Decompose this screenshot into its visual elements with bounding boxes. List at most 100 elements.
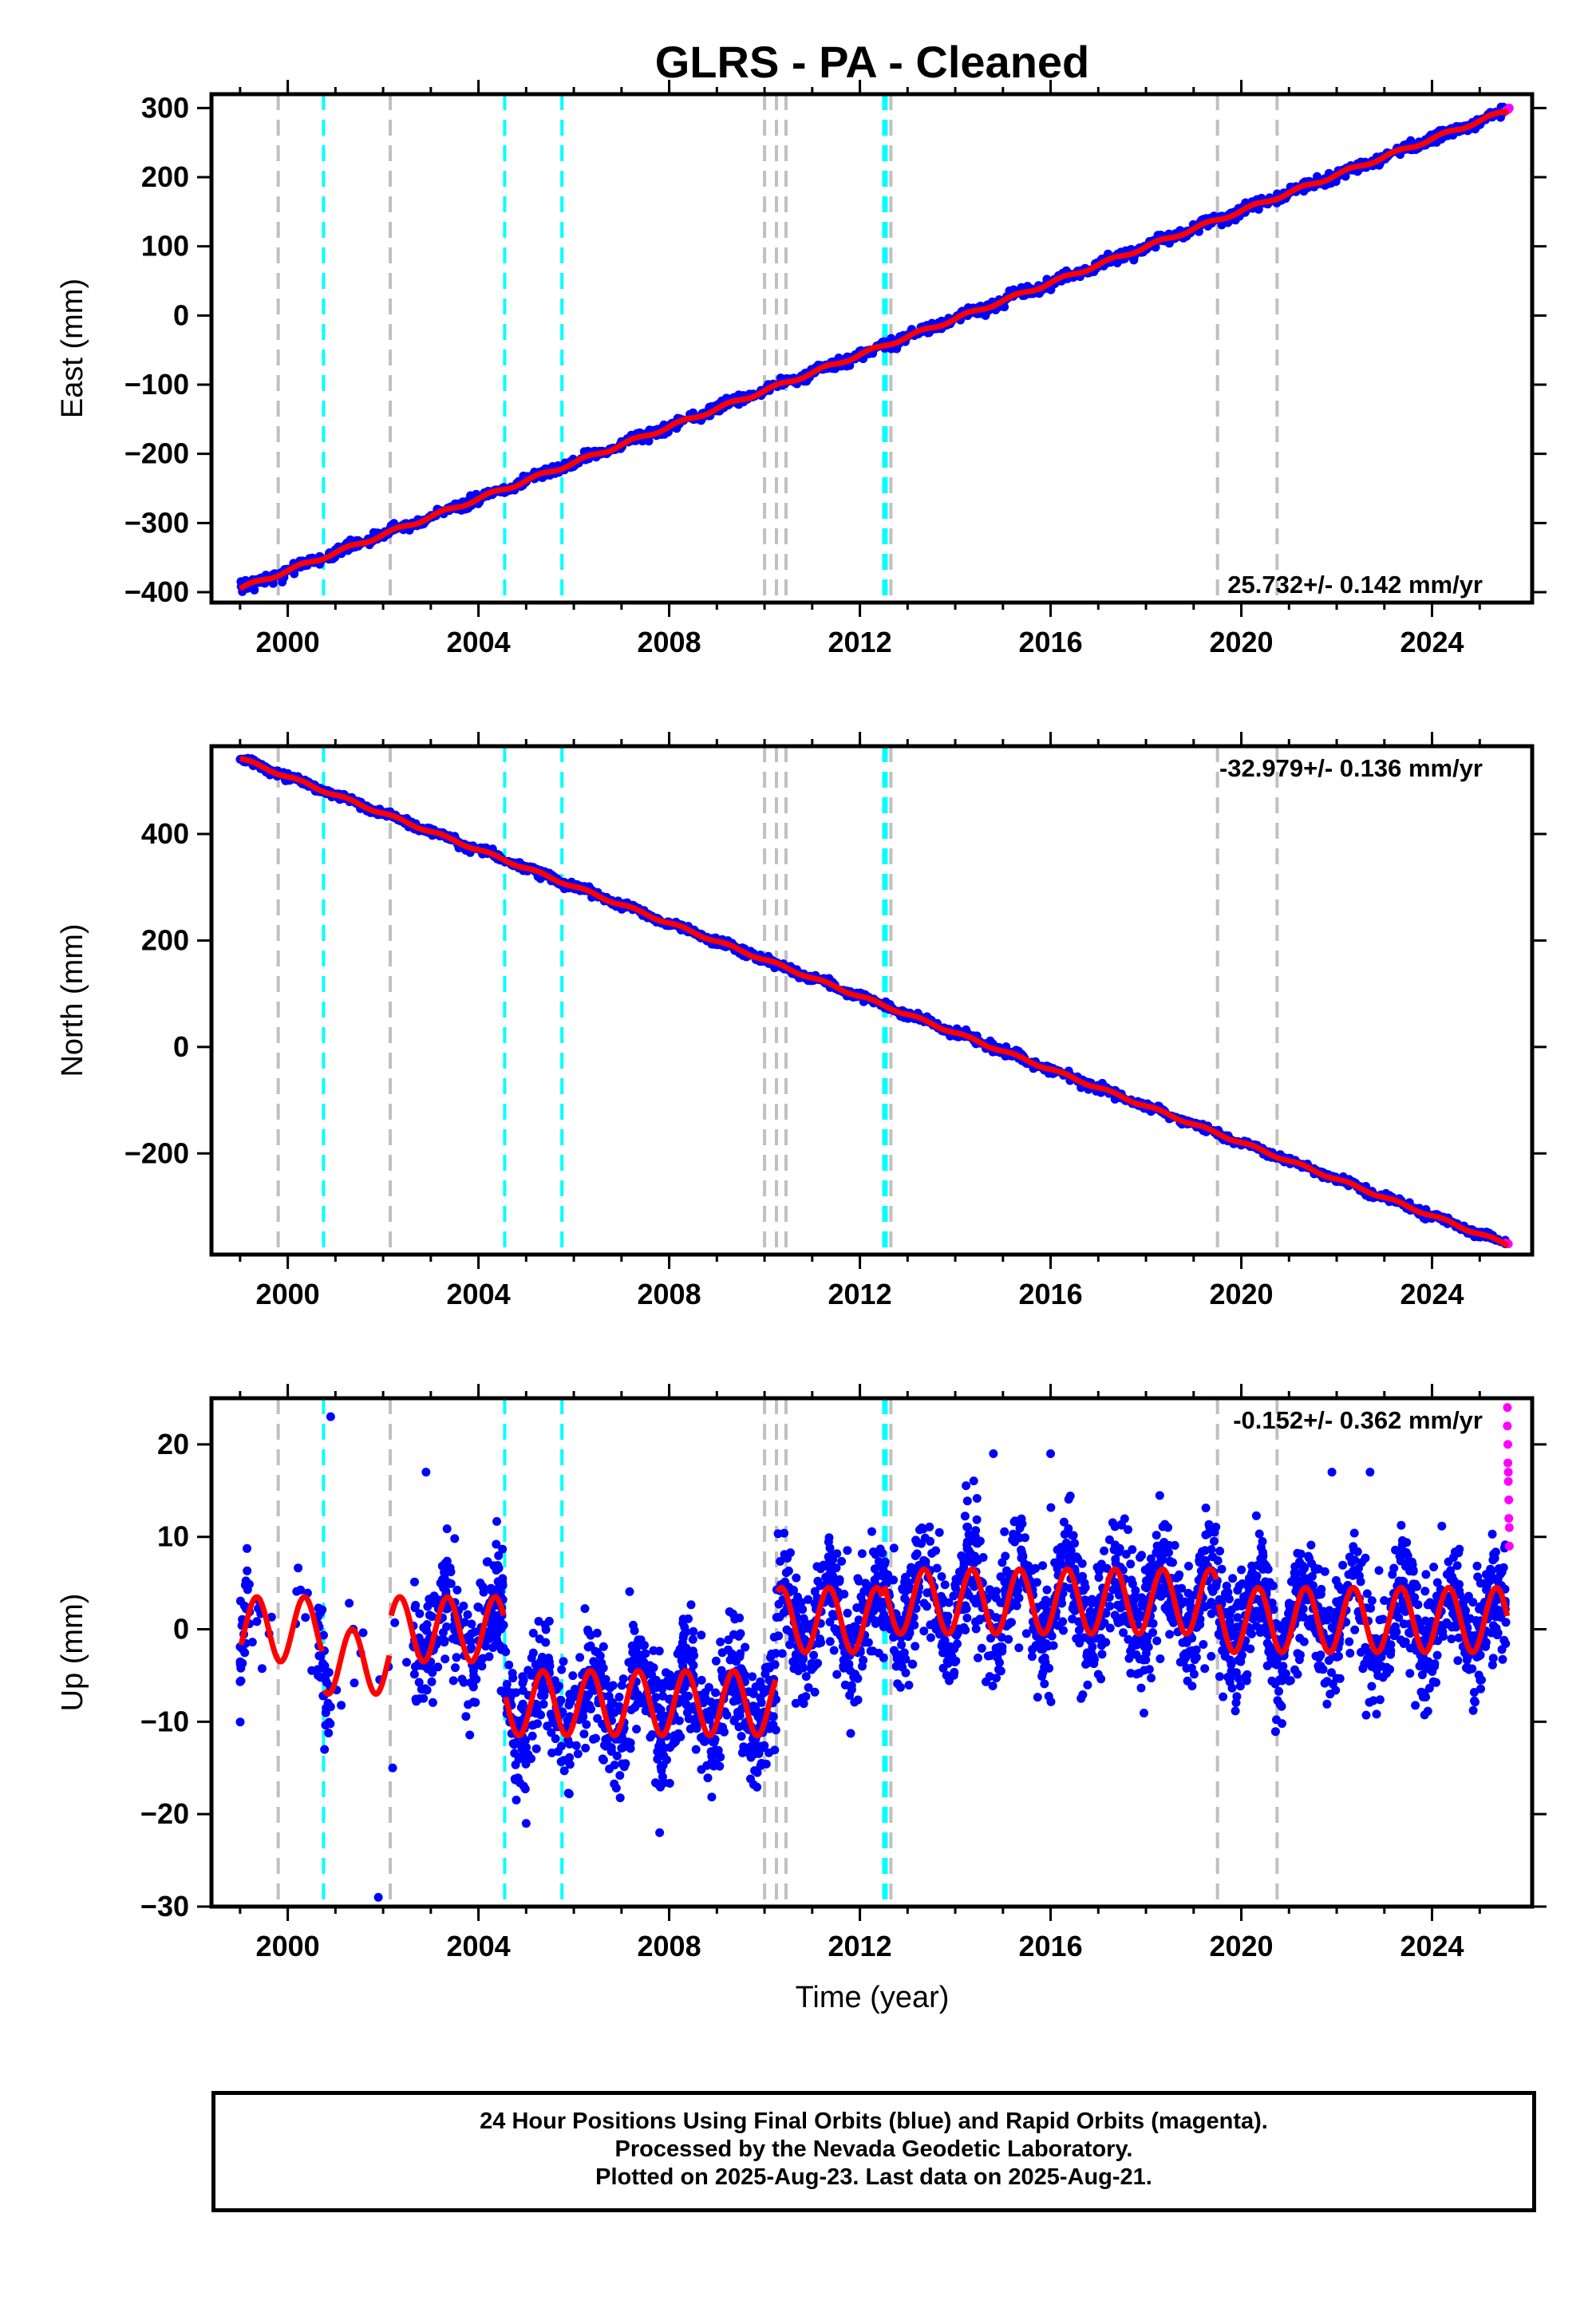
data-point xyxy=(846,1729,855,1738)
data-point xyxy=(531,1744,541,1753)
data-point xyxy=(1345,1637,1354,1646)
data-point xyxy=(834,354,843,362)
x-tick-label: 2004 xyxy=(447,626,511,658)
data-point xyxy=(1040,1679,1049,1689)
data-point xyxy=(1453,1656,1463,1666)
data-point xyxy=(769,1632,779,1642)
data-point xyxy=(452,1653,461,1662)
y-tick-label: −300 xyxy=(124,506,189,539)
data-point xyxy=(1209,1536,1219,1546)
y-tick-label: 400 xyxy=(141,817,189,850)
data-point xyxy=(427,1677,437,1686)
data-point xyxy=(829,1646,839,1655)
data-point xyxy=(1488,1654,1498,1663)
data-point xyxy=(843,1546,852,1555)
data-point xyxy=(931,1546,941,1555)
data-point xyxy=(1498,1654,1507,1664)
data-point xyxy=(575,1653,585,1662)
data-point xyxy=(290,569,299,579)
data-point xyxy=(1251,1511,1261,1520)
data-point xyxy=(581,1743,591,1753)
y-tick-label: −400 xyxy=(124,575,189,608)
data-point xyxy=(1322,1699,1332,1709)
data-point xyxy=(527,1731,537,1741)
data-point xyxy=(857,1549,867,1559)
data-point xyxy=(243,1566,252,1575)
data-point xyxy=(587,1704,595,1713)
data-point xyxy=(440,1654,450,1664)
data-point xyxy=(1293,1649,1302,1658)
data-point xyxy=(711,1656,721,1666)
data-point xyxy=(1441,1619,1450,1629)
data-point xyxy=(1235,1682,1245,1691)
data-point xyxy=(1314,1653,1324,1662)
panel-up: 2000 2004 2008 2012 2016 2020 2024−30−20−10010… xyxy=(56,1384,1547,1962)
data-point xyxy=(1124,1654,1134,1663)
y-tick-label: 200 xyxy=(141,923,189,956)
data-point xyxy=(324,1729,334,1737)
data-point xyxy=(1474,1670,1483,1680)
data-point xyxy=(777,1649,787,1658)
data-point xyxy=(937,1572,946,1581)
data-point xyxy=(962,1496,972,1506)
data-point xyxy=(1350,1625,1360,1634)
data-point xyxy=(630,1626,639,1635)
data-point xyxy=(1420,1587,1430,1596)
data-point xyxy=(1361,1710,1371,1720)
data-point xyxy=(301,1613,310,1622)
data-point xyxy=(1070,1539,1080,1548)
data-point xyxy=(1140,1709,1148,1717)
panels: 2000 2004 2008 2012 2016 2020 2024−400−300−200… xyxy=(56,80,1547,1962)
data-point xyxy=(1184,1561,1193,1571)
data-point xyxy=(1155,1491,1164,1500)
data-point xyxy=(837,1556,847,1566)
data-point xyxy=(1046,285,1056,294)
plot-area-up xyxy=(235,1398,1514,1907)
data-point xyxy=(518,1678,527,1688)
data-point xyxy=(737,1732,746,1741)
data-point xyxy=(649,1646,658,1655)
x-tick-label: 2016 xyxy=(1019,1278,1083,1310)
data-point xyxy=(1325,1690,1335,1699)
data-point xyxy=(1290,1562,1300,1571)
data-point xyxy=(843,1608,852,1618)
data-point xyxy=(543,1721,552,1731)
data-point xyxy=(278,577,287,587)
data-point xyxy=(1429,1563,1439,1571)
model-fit-line xyxy=(238,108,1509,591)
data-point xyxy=(856,1592,866,1602)
data-point xyxy=(337,1701,346,1710)
data-point xyxy=(448,1676,458,1686)
data-point xyxy=(1228,1574,1238,1583)
data-point xyxy=(611,1784,621,1792)
y-tick-label: 200 xyxy=(141,160,189,193)
x-tick-label: 2004 xyxy=(447,1278,511,1310)
data-point xyxy=(1405,1669,1415,1678)
data-point xyxy=(1198,1547,1207,1556)
data-point xyxy=(547,1748,557,1757)
data-point xyxy=(410,1603,420,1613)
x-tick-label: 2008 xyxy=(638,1278,701,1310)
panel-north: 2000 2004 2008 2012 2016 2020 2024−2000200400N… xyxy=(56,732,1547,1310)
data-point xyxy=(614,1693,624,1701)
data-point xyxy=(598,1642,608,1651)
data-point xyxy=(1190,1655,1199,1665)
x-tick-label: 2000 xyxy=(256,1278,320,1310)
plot-frame xyxy=(209,744,1535,1257)
data-point xyxy=(809,1650,819,1660)
data-point xyxy=(1092,1563,1102,1572)
data-point xyxy=(625,1587,634,1596)
panel-east: 2000 2004 2008 2012 2016 2020 2024−400−300−200… xyxy=(56,80,1547,658)
data-point xyxy=(960,1512,970,1521)
x-tick-label: 2020 xyxy=(1209,626,1273,658)
data-point xyxy=(358,1628,368,1638)
data-point xyxy=(473,1603,483,1611)
data-point xyxy=(912,1549,922,1559)
x-tick-label: 2024 xyxy=(1400,626,1464,658)
data-point xyxy=(617,1681,626,1690)
data-point xyxy=(729,1697,738,1706)
model-fit-line xyxy=(239,755,1510,1249)
data-point xyxy=(1290,1665,1299,1674)
data-point xyxy=(1037,1672,1047,1681)
